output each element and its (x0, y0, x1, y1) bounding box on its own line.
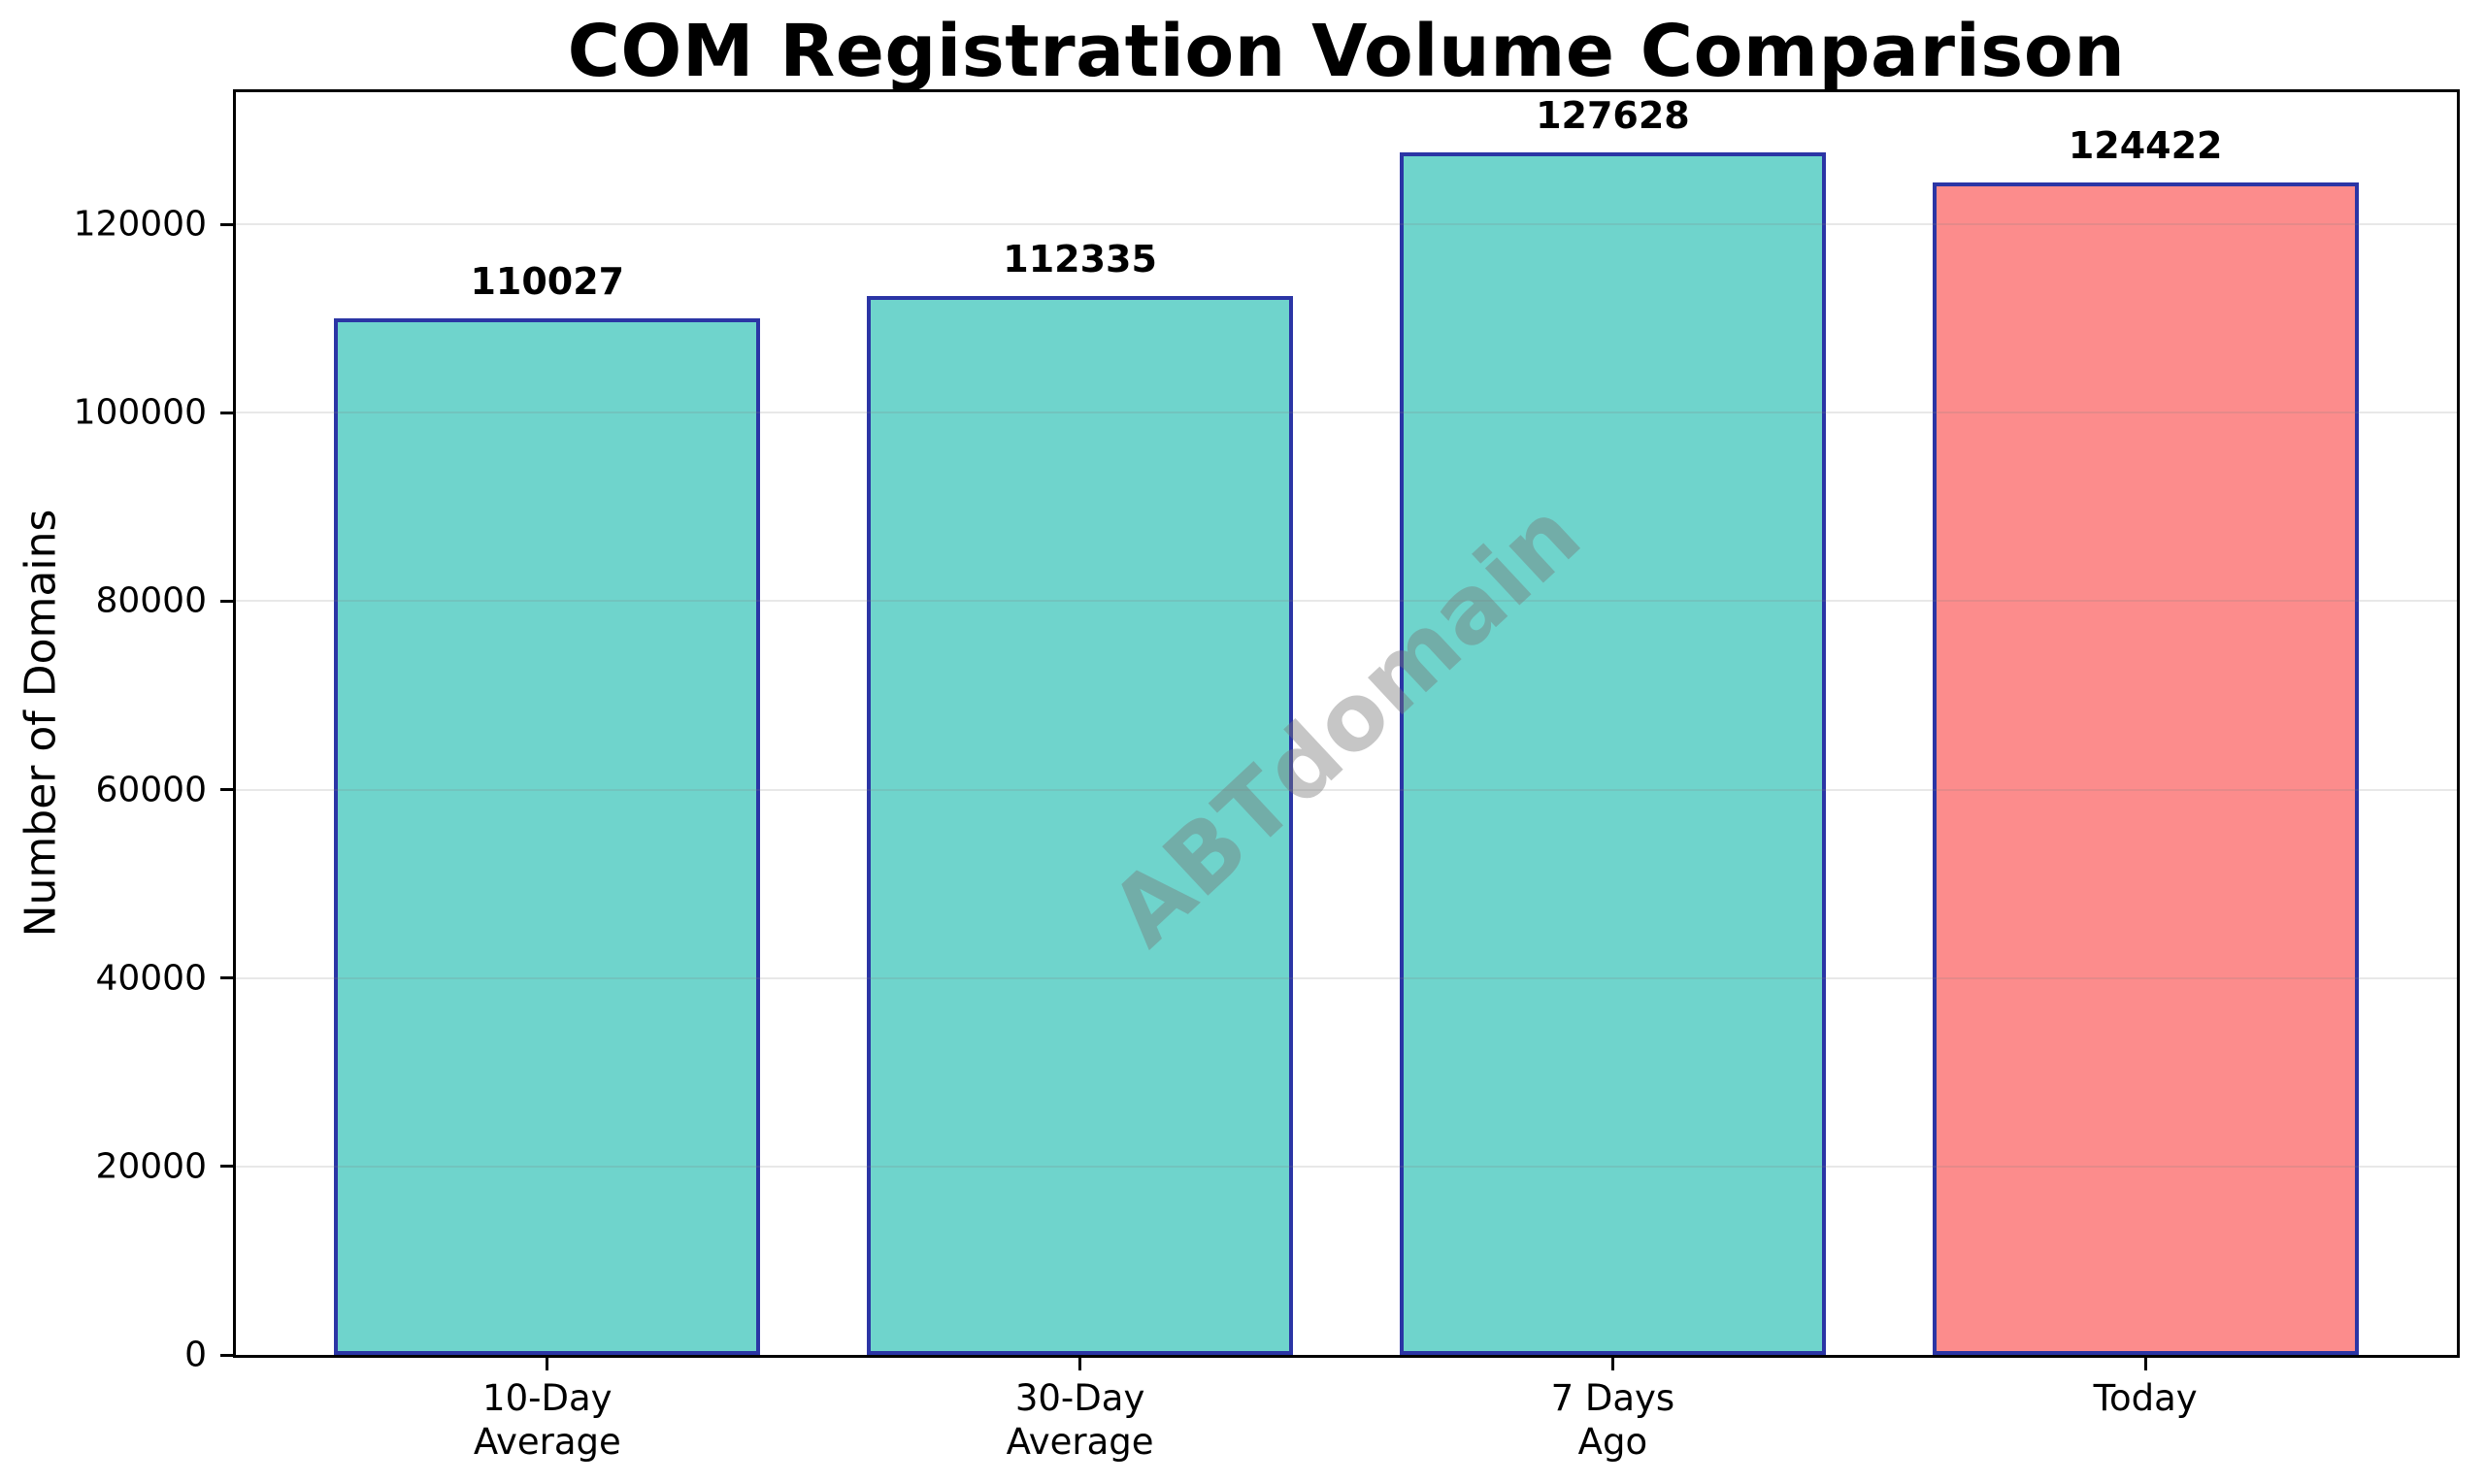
y-tick-mark-120000 (220, 222, 233, 226)
x-tick-label-3: 7 Days Ago (1550, 1377, 1675, 1464)
bar-2 (867, 296, 1294, 1355)
y-tick-label-120000: 120000 (73, 204, 207, 245)
x-tick-label-4: Today (2093, 1377, 2198, 1419)
x-tick-mark-1 (546, 1358, 549, 1370)
bar-4 (1932, 182, 2359, 1355)
y-tick-label-80000: 80000 (95, 580, 207, 621)
bar-3 (1399, 151, 1826, 1355)
y-tick-mark-80000 (220, 599, 233, 603)
y-tick-mark-20000 (220, 1165, 233, 1169)
chart-title: COM Registration Volume Comparison (567, 10, 2126, 93)
y-axis-label: Number of Domains (16, 509, 66, 938)
bar-value-label-4: 124422 (2068, 124, 2223, 168)
y-tick-label-40000: 40000 (95, 958, 207, 999)
y-tick-mark-100000 (220, 411, 233, 414)
y-tick-label-60000: 60000 (95, 770, 207, 809)
x-tick-label-2: 30-Day Average (1006, 1377, 1154, 1464)
y-tick-mark-40000 (220, 976, 233, 980)
x-tick-label-1: 10-Day Average (473, 1377, 621, 1464)
y-tick-mark-60000 (220, 788, 233, 791)
y-tick-label-20000: 20000 (95, 1146, 207, 1187)
x-tick-mark-2 (1078, 1358, 1082, 1370)
x-tick-mark-4 (2143, 1358, 2147, 1370)
y-tick-mark-0 (220, 1353, 233, 1357)
plot-area: 110027 112335 127628 124422 0 20000 40000 6000… (74, 89, 2460, 1463)
bar-value-label-2: 112335 (1003, 238, 1157, 281)
x-tick-mark-3 (1610, 1358, 1614, 1370)
y-tick-label-100000: 100000 (73, 392, 207, 433)
bar-value-label-1: 110027 (470, 259, 625, 303)
bar-value-label-3: 127628 (1536, 93, 1690, 137)
bar-1 (334, 317, 761, 1355)
y-tick-label-0: 0 (184, 1335, 207, 1375)
